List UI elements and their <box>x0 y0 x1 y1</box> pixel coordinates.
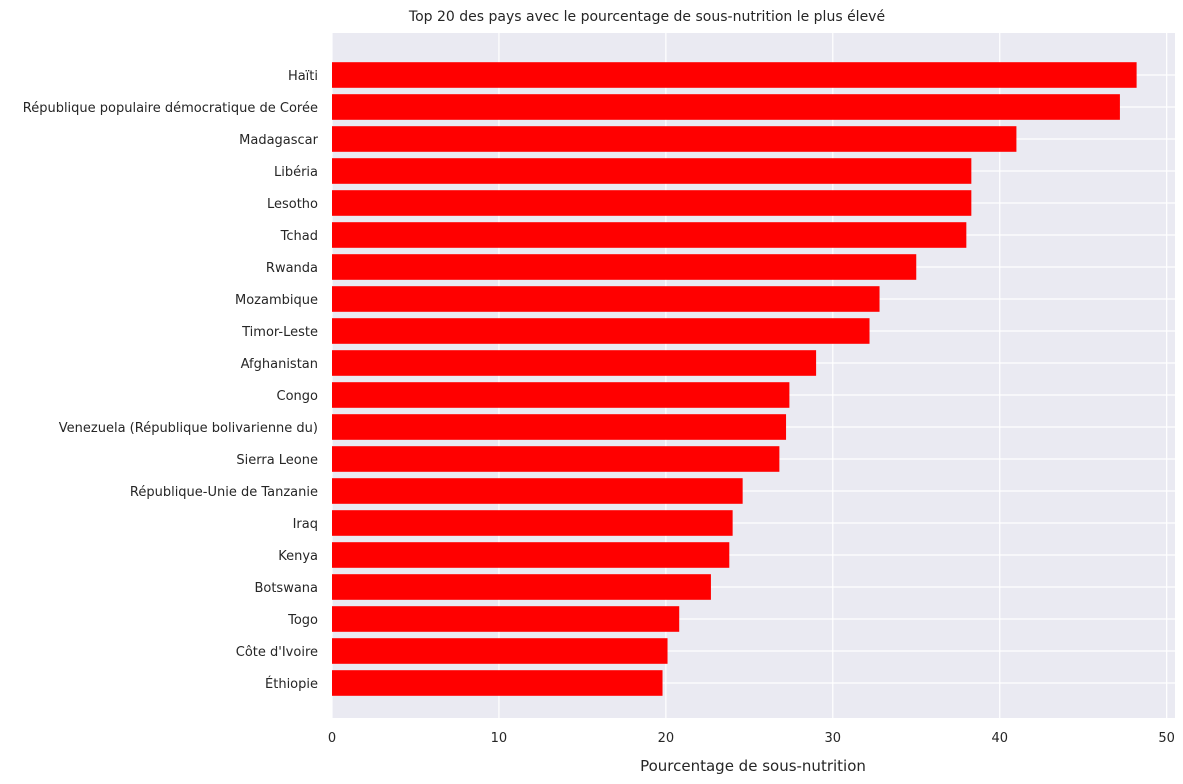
y-tick-label: Rwanda <box>266 261 318 276</box>
bar <box>332 446 780 472</box>
bar <box>332 222 967 248</box>
x-tick-label: 0 <box>328 731 336 746</box>
bar <box>332 574 711 600</box>
chart-title: Top 20 des pays avec le pourcentage de s… <box>408 9 885 25</box>
bar <box>332 350 817 376</box>
bar <box>332 670 663 696</box>
bar <box>332 542 730 568</box>
x-tick-labels: 0 10 20 30 40 50 <box>328 731 1175 746</box>
y-tick-label: République populaire démocratique de Cor… <box>23 101 318 116</box>
y-tick-labels: Haïti République populaire démocratique d… <box>23 69 319 692</box>
y-tick-label: Mozambique <box>235 293 318 308</box>
y-tick-label: Libéria <box>274 165 318 180</box>
bar <box>332 126 1017 152</box>
y-tick-label: Iraq <box>293 517 318 532</box>
bar <box>332 510 733 536</box>
bar <box>332 382 790 408</box>
bar <box>332 638 668 664</box>
bar <box>332 414 787 440</box>
y-tick-label: République-Unie de Tanzanie <box>130 485 318 500</box>
y-tick-label: Lesotho <box>267 197 318 212</box>
y-tick-label: Kenya <box>278 549 318 564</box>
bar <box>332 318 870 344</box>
y-tick-label: Botswana <box>254 581 318 596</box>
y-tick-label: Haïti <box>288 69 318 84</box>
bar <box>332 94 1120 120</box>
y-tick-label: Éthiopie <box>265 676 318 692</box>
x-tick-label: 10 <box>491 731 508 746</box>
y-tick-label: Tchad <box>280 229 318 244</box>
bar <box>332 478 743 504</box>
bars <box>332 62 1137 696</box>
x-tick-label: 40 <box>991 731 1008 746</box>
bar <box>332 158 972 184</box>
bar <box>332 286 880 312</box>
x-tick-label: 20 <box>658 731 675 746</box>
y-tick-label: Sierra Leone <box>236 453 318 468</box>
bar <box>332 62 1137 88</box>
y-tick-label: Côte d'Ivoire <box>236 645 318 660</box>
y-tick-label: Timor-Leste <box>241 325 318 340</box>
y-tick-label: Madagascar <box>239 133 319 148</box>
bar <box>332 190 972 216</box>
x-tick-label: 50 <box>1158 731 1175 746</box>
bar <box>332 606 680 632</box>
y-tick-label: Afghanistan <box>241 357 318 372</box>
y-tick-label: Congo <box>277 389 319 404</box>
x-axis-label: Pourcentage de sous-nutrition <box>640 757 866 775</box>
y-tick-label: Togo <box>287 613 318 628</box>
x-tick-label: 30 <box>825 731 842 746</box>
y-tick-label: Venezuela (République bolivarienne du) <box>59 421 318 436</box>
bar <box>332 254 917 280</box>
